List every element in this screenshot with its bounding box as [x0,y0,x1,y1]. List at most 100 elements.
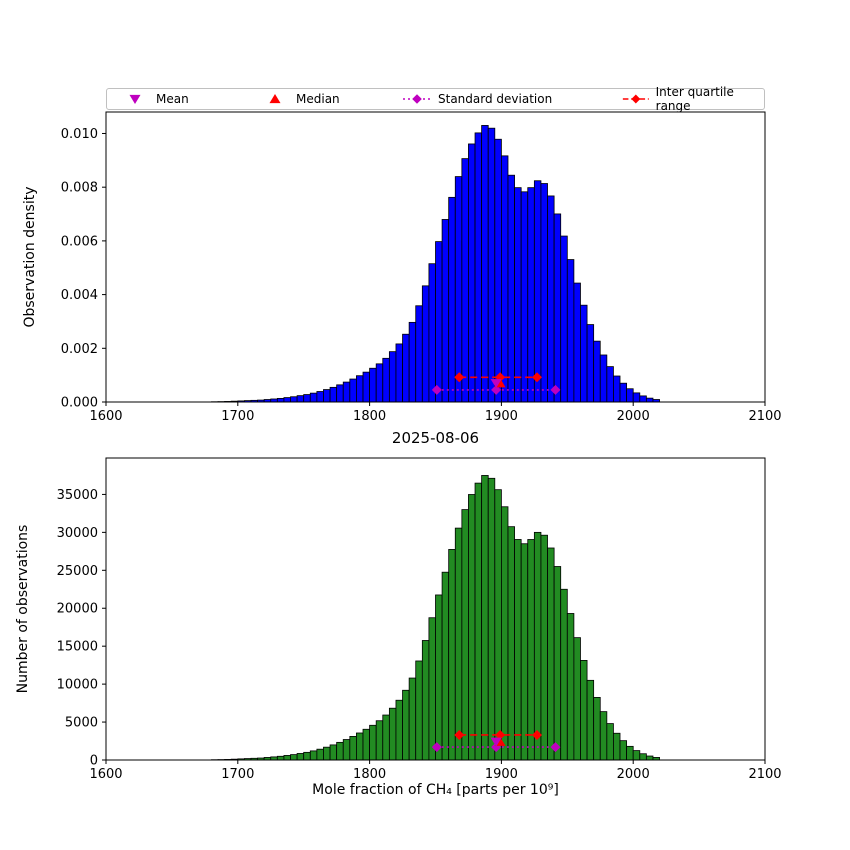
std-deviation-diamond [550,742,561,753]
bottom-histogram-bar [487,477,496,761]
top-histogram-bar [547,195,555,403]
top-histogram-bar [645,397,654,403]
y-tick-label: 0 [90,754,98,769]
top-histogram-bar [316,391,324,403]
top-histogram-bar [415,305,423,403]
y-tick-label: 5000 [65,716,98,731]
top-histogram-bar [527,187,535,403]
bottom-histogram-bar [336,741,344,761]
top-histogram-bar [560,235,568,403]
top-histogram-bar [613,375,621,403]
top-histogram-bar [336,384,344,403]
bottom-histogram-bar [316,748,324,761]
top-histogram-bar [448,196,456,403]
standard-deviation-marker-icon [403,94,431,104]
legend-label-mean: Mean [156,92,189,106]
top-histogram-bar [606,366,614,403]
x-tick-label: 1700 [221,767,254,782]
top-histogram-bar [421,285,430,403]
top-histogram-bar [599,354,608,403]
top-histogram-bar [309,392,318,403]
bottom-histogram-bar [468,494,476,761]
x-tick-label: 1700 [221,409,254,424]
top-histogram-bar [356,375,364,403]
top-histogram-bar [454,176,463,403]
x-tick-label: 2100 [748,409,781,424]
median-marker-icon [269,94,281,104]
bottom-histogram-axes-frame [105,457,766,761]
top-histogram-bar [303,394,311,403]
top-histogram-bar [369,367,377,403]
legend-item-standard-deviation: Standard deviation [389,92,609,106]
bottom-histogram-bar [547,547,555,761]
bottom-histogram-bar [369,724,377,761]
bottom-histogram-bar [415,660,423,761]
top-histogram-bar [632,392,641,403]
top-histogram-bar [349,378,357,403]
top-histogram-bar [626,388,634,403]
iqr-diamond [454,372,465,383]
top-histogram-bar [619,382,628,403]
x-tick-label: 1900 [485,409,518,424]
y-tick-label: 10000 [57,678,98,693]
bottom-histogram-bar [428,617,436,761]
x-axis-label: Mole fraction of CH₄ [parts per 10⁹] [312,782,559,798]
top-histogram-bar [382,357,390,403]
date-title: 2025-08-06 [391,429,480,447]
bottom-histogram-bar [566,613,575,761]
x-tick-label: 1600 [89,409,122,424]
bottom-histogram-bar [474,482,483,761]
top-histogram-bar [639,395,647,403]
top-histogram-bar [474,132,483,403]
bottom-histogram-bar [435,594,443,761]
top-histogram-bar [553,213,562,403]
iqr-diamond [495,729,506,740]
bottom-histogram-bar [500,506,509,761]
y-tick-label: 15000 [57,640,98,655]
top-histogram-axes-frame [105,111,766,403]
bottom-histogram-bar [448,549,456,761]
bottom-histogram-bar [454,527,463,761]
y-tick-label: 0.008 [61,181,98,196]
y-tick-label: 0.002 [61,342,98,357]
top-histogram-bar [388,351,397,403]
bottom-y-axis-label: Number of observations [15,524,31,694]
x-tick-label: 1800 [353,767,386,782]
bottom-histogram-bar [527,539,535,761]
bottom-histogram-bar [573,637,581,761]
top-histogram-bar [428,263,436,403]
bottom-histogram-bar [560,588,568,761]
top-histogram: 1600 1700 1800 1900 2000 2100 0.000 0.002 0.004 0… [61,111,782,424]
top-histogram-bar [342,381,351,403]
top-histogram-bar [514,187,522,403]
top-histogram-bar [290,396,298,403]
bottom-histogram-bar [276,755,285,761]
std-deviation-diamond [550,384,561,395]
bottom-histogram-bar [349,736,357,761]
std-deviation-diamond [431,384,442,395]
y-tick-label: 30000 [57,526,98,541]
bottom-histogram-bar [290,754,298,761]
iqr-diamond [454,729,465,740]
top-histogram-bar [408,321,417,403]
bottom-histogram-bar [593,697,601,761]
bottom-histogram-bar [613,732,621,761]
bottom-histogram-bar [619,740,628,761]
legend: Mean Median Standard deviation Inter quarti… [106,85,765,113]
x-tick-label: 1600 [89,767,122,782]
bottom-histogram-bar [461,509,469,761]
top-histogram-bar [533,180,542,403]
bottom-histogram: 1600 1700 1800 1900 2000 2100 0 5000 10000 15000 2… [57,457,782,782]
bottom-histogram-bar [382,714,390,761]
mean-marker [490,379,502,389]
top-histogram-bar [435,241,443,403]
top-histogram-bar [520,191,529,403]
bottom-histogram-bar [626,745,634,761]
top-histogram-bar [395,343,403,403]
iqr-diamond [531,729,542,740]
bottom-histogram-bar [342,739,351,761]
inter-quartile-range-marker-icon [622,94,649,104]
top-histogram-bar [580,304,588,403]
